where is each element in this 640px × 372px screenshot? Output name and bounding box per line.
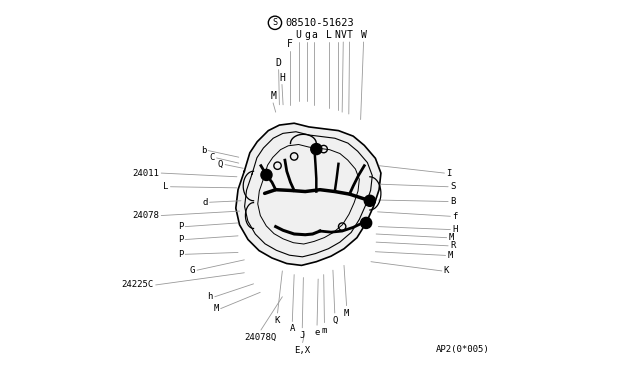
Circle shape	[364, 195, 376, 206]
Polygon shape	[236, 123, 381, 265]
Text: C: C	[209, 153, 215, 163]
Text: f: f	[452, 212, 458, 221]
Text: U: U	[296, 30, 301, 40]
Text: M: M	[449, 233, 454, 242]
Circle shape	[360, 217, 372, 228]
Text: G: G	[190, 266, 195, 275]
Text: T: T	[347, 30, 353, 40]
Text: H: H	[452, 225, 458, 234]
Text: AP2(0*005): AP2(0*005)	[435, 345, 489, 354]
Text: e: e	[314, 328, 320, 337]
Text: M: M	[270, 91, 276, 101]
Text: d: d	[202, 198, 208, 207]
Text: K: K	[275, 316, 280, 325]
Text: D: D	[276, 58, 282, 68]
Text: 24078: 24078	[132, 211, 159, 220]
Text: 24225C: 24225C	[122, 280, 154, 289]
Text: 24078Q: 24078Q	[244, 333, 277, 342]
Text: P: P	[178, 235, 184, 244]
Text: E,X: E,X	[294, 346, 310, 355]
Circle shape	[261, 169, 272, 180]
Text: P: P	[178, 222, 184, 231]
Text: L: L	[163, 182, 168, 191]
Text: h: h	[207, 292, 213, 301]
Text: L: L	[326, 30, 332, 40]
Text: F: F	[287, 39, 292, 49]
Text: R: R	[450, 241, 455, 250]
Text: B: B	[450, 197, 455, 206]
Text: K: K	[444, 266, 449, 275]
Text: Q: Q	[218, 160, 223, 169]
Text: 24011: 24011	[132, 169, 159, 177]
Text: m: m	[322, 326, 327, 334]
Text: S: S	[273, 18, 278, 27]
Text: b: b	[201, 146, 206, 155]
Text: M: M	[447, 251, 452, 260]
Text: W: W	[360, 30, 367, 40]
Text: H: H	[279, 73, 285, 83]
Text: A: A	[290, 324, 295, 333]
Text: J: J	[300, 331, 305, 340]
Text: I: I	[446, 169, 452, 177]
Text: P: P	[178, 250, 184, 259]
Text: g: g	[305, 30, 310, 40]
Text: a: a	[311, 30, 317, 40]
Text: V: V	[340, 30, 346, 40]
Text: S: S	[450, 182, 455, 191]
Circle shape	[311, 144, 322, 155]
Text: Q: Q	[332, 316, 337, 325]
Text: 08510-51623: 08510-51623	[285, 18, 354, 28]
Text: M: M	[344, 309, 349, 318]
Text: N: N	[335, 30, 340, 40]
Text: M: M	[214, 304, 219, 313]
